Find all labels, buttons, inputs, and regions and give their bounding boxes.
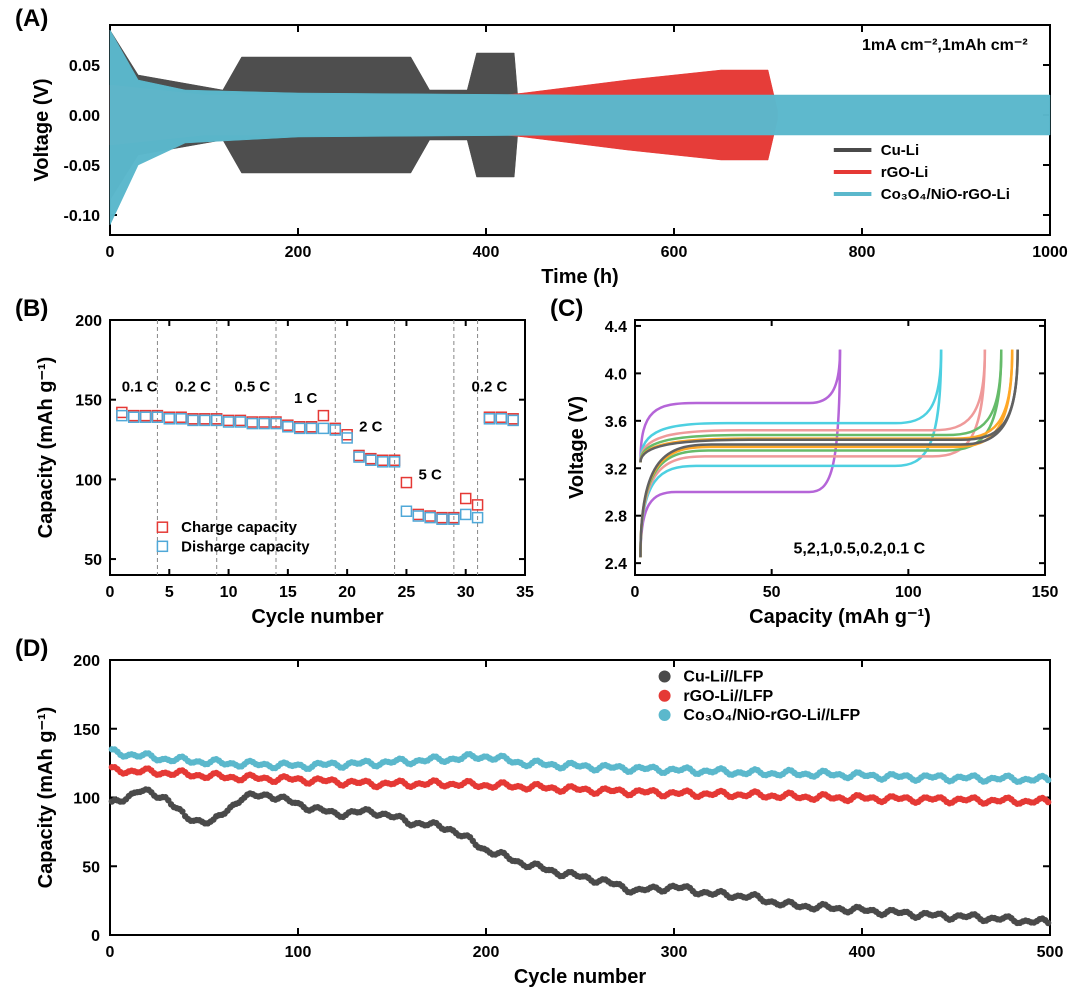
svg-text:Co₃O₄/NiO-rGO-Li: Co₃O₄/NiO-rGO-Li [881, 186, 1010, 203]
panel-d: (D) 0100200300400500050100150200Cycle nu… [20, 640, 1060, 990]
panel-b-svg: 0 5 10 15 20 25 30 35 50 100 150 200 Cycle number Cap… [20, 300, 540, 630]
svg-text:-0.05: -0.05 [64, 158, 101, 175]
svg-text:30: 30 [457, 584, 475, 601]
svg-text:Voltage (V): Voltage (V) [31, 79, 53, 182]
svg-text:Charge capacity: Charge capacity [181, 519, 298, 536]
svg-text:500: 500 [1037, 944, 1064, 961]
panel-c-label: (C) [550, 295, 583, 323]
svg-text:Cu-Li//LFP: Cu-Li//LFP [683, 669, 763, 686]
svg-text:50: 50 [82, 859, 100, 876]
svg-text:Capacity (mAh g⁻¹): Capacity (mAh g⁻¹) [35, 357, 57, 539]
svg-text:0.00: 0.00 [69, 108, 100, 125]
svg-text:1000: 1000 [1032, 244, 1068, 261]
svg-text:400: 400 [849, 944, 876, 961]
svg-text:rGO-Li//LFP: rGO-Li//LFP [683, 688, 773, 705]
svg-text:150: 150 [1032, 584, 1059, 601]
svg-text:2.8: 2.8 [605, 509, 627, 526]
svg-text:Cycle number: Cycle number [514, 966, 646, 988]
svg-text:1mA cm⁻²,1mAh cm⁻²: 1mA cm⁻²,1mAh cm⁻² [862, 37, 1028, 54]
svg-text:0: 0 [91, 928, 100, 945]
svg-text:Voltage (V): Voltage (V) [566, 396, 588, 499]
svg-text:800: 800 [849, 244, 876, 261]
svg-text:0.2 C: 0.2 C [175, 379, 211, 396]
panel-d-svg: 0100200300400500050100150200Cycle number… [20, 640, 1060, 990]
svg-text:0.1 C: 0.1 C [122, 379, 158, 396]
svg-text:0.2 C: 0.2 C [471, 379, 507, 396]
svg-text:50: 50 [763, 584, 781, 601]
svg-text:200: 200 [473, 944, 500, 961]
svg-text:0.5 C: 0.5 C [234, 379, 270, 396]
svg-text:Time (h): Time (h) [541, 266, 618, 288]
svg-text:25: 25 [398, 584, 416, 601]
svg-text:4.4: 4.4 [605, 319, 627, 336]
svg-text:50: 50 [84, 552, 102, 569]
svg-text:150: 150 [75, 393, 102, 410]
panel-a-label: (A) [15, 5, 48, 33]
svg-text:3.6: 3.6 [605, 414, 627, 431]
panel-a: (A) 02004006008001000-0.10-0.050.000.05T… [20, 10, 1060, 290]
svg-text:100: 100 [895, 584, 922, 601]
svg-text:15: 15 [279, 584, 297, 601]
svg-text:35: 35 [516, 584, 534, 601]
svg-text:5 C: 5 C [418, 466, 442, 483]
svg-text:0: 0 [106, 944, 115, 961]
svg-text:400: 400 [473, 244, 500, 261]
panel-b: (B) 0510152025303550100150200Cycle numbe… [20, 300, 540, 630]
panel-c-svg: 0 50 100 150 2.4 2.8 3.2 3.6 4.0 4.4 Capacity (mAh… [555, 300, 1060, 630]
panel-b-label: (B) [15, 295, 48, 323]
svg-text:10: 10 [220, 584, 238, 601]
panel-a-svg: 02004006008001000-0.10-0.050.000.05Time … [20, 10, 1060, 290]
svg-text:Cycle number: Cycle number [251, 606, 383, 628]
svg-text:200: 200 [73, 653, 100, 670]
svg-text:1 C: 1 C [294, 390, 318, 407]
svg-text:0: 0 [106, 584, 115, 601]
svg-text:Co₃O₄/NiO-rGO-Li//LFP: Co₃O₄/NiO-rGO-Li//LFP [683, 707, 860, 724]
svg-text:600: 600 [661, 244, 688, 261]
svg-text:100: 100 [285, 944, 312, 961]
svg-text:Cu-Li: Cu-Li [881, 142, 919, 159]
svg-text:5,2,1,0.5,0.2,0.1 C: 5,2,1,0.5,0.2,0.1 C [794, 541, 926, 558]
svg-text:3.2: 3.2 [605, 461, 627, 478]
panel-c: (C) 0501001502.42.83.23.64.04.4Capacity … [555, 300, 1060, 630]
panel-d-label: (D) [15, 635, 48, 663]
svg-text:rGO-Li: rGO-Li [881, 164, 929, 181]
svg-text:20: 20 [338, 584, 356, 601]
svg-text:100: 100 [75, 472, 102, 489]
svg-text:0: 0 [631, 584, 640, 601]
svg-text:4.0: 4.0 [605, 366, 627, 383]
svg-text:Capacity (mAh g⁻¹): Capacity (mAh g⁻¹) [35, 707, 57, 889]
svg-text:Disharge capacity: Disharge capacity [181, 538, 310, 555]
svg-text:200: 200 [75, 313, 102, 330]
svg-text:300: 300 [661, 944, 688, 961]
svg-text:0.05: 0.05 [69, 58, 100, 75]
svg-text:-0.10: -0.10 [64, 208, 101, 225]
svg-text:0: 0 [106, 244, 115, 261]
svg-text:200: 200 [285, 244, 312, 261]
svg-text:2 C: 2 C [359, 419, 383, 436]
svg-text:Capacity (mAh g⁻¹): Capacity (mAh g⁻¹) [749, 606, 931, 628]
svg-text:100: 100 [73, 791, 100, 808]
svg-text:150: 150 [73, 722, 100, 739]
svg-text:2.4: 2.4 [605, 556, 627, 573]
svg-text:5: 5 [165, 584, 174, 601]
